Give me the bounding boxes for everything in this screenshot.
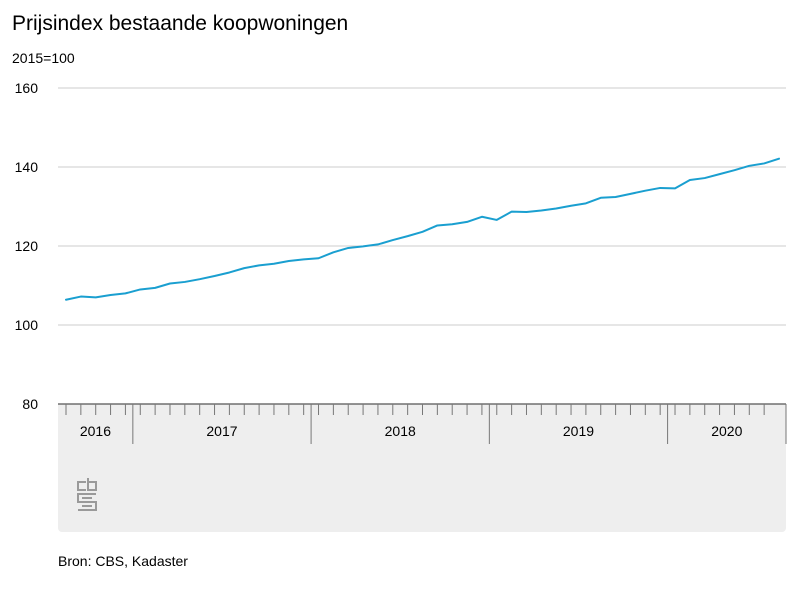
x-tick-label-year: 2019 [563, 423, 594, 439]
y-tick-label: 140 [15, 159, 39, 175]
x-tick-label-year: 2016 [80, 423, 111, 439]
series-group [65, 157, 780, 301]
gridlines [58, 87, 786, 326]
y-tick-label: 120 [15, 238, 39, 254]
chart-title: Prijsindex bestaande koopwoningen [12, 12, 348, 35]
y-axis-ticks: 80 100 120 140 160 [15, 80, 39, 412]
y-unit-label: 2015=100 [12, 50, 75, 66]
cbs-logo-icon [77, 478, 97, 511]
x-tick-label-year: 2020 [711, 423, 742, 439]
y-tick-label: 100 [15, 317, 39, 333]
x-axis-panel [58, 404, 786, 532]
source-text: Bron: CBS, Kadaster [58, 553, 188, 569]
series-line [65, 157, 780, 301]
y-tick-label: 80 [22, 396, 38, 412]
x-axis-ticks: 2016 2017 2018 2019 2020 [65, 404, 787, 444]
x-tick-label-year: 2017 [206, 423, 237, 439]
y-tick-label: 160 [15, 80, 39, 96]
x-tick-label-year: 2018 [385, 423, 416, 439]
